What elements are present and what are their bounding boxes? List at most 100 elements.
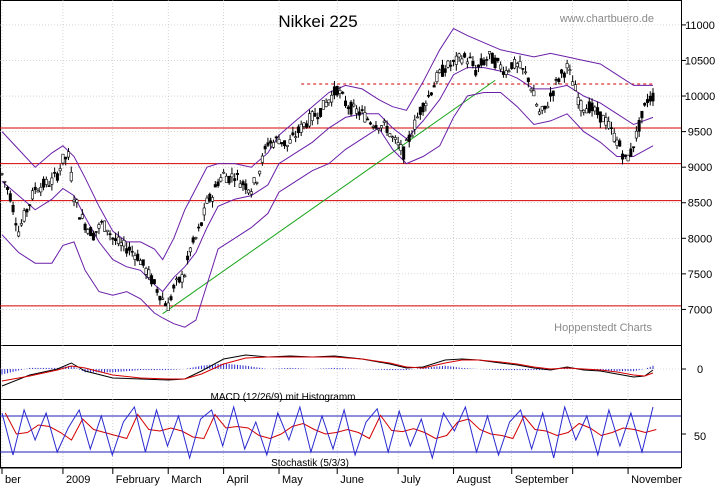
- candle-body: [612, 132, 616, 142]
- candle-body: [108, 233, 112, 236]
- candle-body: [651, 92, 655, 102]
- candle-body: [571, 81, 575, 86]
- candle-body: [125, 248, 129, 254]
- y-tick-label: 9000: [688, 162, 712, 174]
- candle-body: [435, 72, 439, 83]
- candle-body: [219, 177, 223, 182]
- candle-body: [139, 260, 143, 265]
- candle-body: [211, 197, 215, 202]
- candle-body: [568, 69, 572, 72]
- candle-body: [391, 136, 395, 139]
- candle-body: [227, 176, 231, 184]
- candle-body: [133, 255, 137, 260]
- candle-body: [299, 123, 303, 133]
- candle-body: [25, 208, 29, 213]
- candle-body: [402, 146, 406, 160]
- candle-body: [72, 199, 76, 203]
- candle-body: [180, 274, 184, 283]
- candle-body: [224, 175, 228, 183]
- candle-body: [327, 99, 331, 104]
- candle-body: [427, 95, 431, 97]
- candle-body: [263, 145, 267, 150]
- candle-body: [30, 190, 34, 200]
- macd-label: MACD (12/26/9) mit Histogramm: [210, 392, 355, 403]
- candle-body: [488, 51, 492, 55]
- candle-body: [3, 181, 7, 183]
- candle-body: [554, 79, 558, 81]
- candle-body: [324, 102, 328, 107]
- candle-body: [147, 269, 151, 278]
- candle-body: [507, 70, 511, 73]
- candle-body: [404, 139, 408, 141]
- candle-body: [629, 148, 633, 157]
- candle-body: [102, 220, 106, 232]
- candle-body: [208, 193, 212, 202]
- provider-watermark: Hoppenstedt Charts: [554, 322, 652, 334]
- candle-body: [186, 255, 190, 261]
- candle-body: [418, 106, 422, 115]
- candle-body: [524, 71, 528, 74]
- candle-body: [116, 236, 120, 244]
- candle-body: [172, 284, 176, 289]
- candle-body: [540, 106, 544, 111]
- uptrend-line: [162, 79, 496, 315]
- candle-body: [255, 182, 259, 184]
- candle-body: [380, 125, 384, 129]
- candle-body: [310, 111, 314, 121]
- candle-body: [94, 231, 98, 233]
- candle-body: [496, 57, 500, 62]
- candle-body: [233, 178, 237, 181]
- candle-body: [501, 71, 505, 75]
- candle-body: [366, 118, 370, 121]
- candle-body: [499, 64, 503, 70]
- candle-body: [58, 168, 62, 172]
- candle-body: [590, 102, 594, 112]
- candle-body: [39, 186, 43, 193]
- candle-body: [100, 220, 104, 223]
- candle-body: [291, 132, 295, 136]
- stochastic-k-line: [1, 405, 654, 460]
- candle-body: [144, 267, 148, 275]
- candle-body: [244, 183, 248, 190]
- candle-body: [576, 97, 580, 106]
- candle-body: [443, 68, 447, 73]
- candle-body: [277, 139, 281, 145]
- x-tick-label: February: [116, 474, 161, 486]
- price-panel-frame: [0, 0, 682, 346]
- candle-body: [410, 134, 414, 138]
- candle-body: [316, 117, 320, 120]
- candle-body: [14, 223, 18, 226]
- candle-body: [194, 237, 198, 239]
- candle-body: [593, 106, 597, 112]
- candle-body: [127, 246, 131, 251]
- candle-body: [183, 275, 187, 278]
- candle-body: [332, 86, 336, 96]
- macd-layer: [0, 354, 681, 387]
- candle-body: [136, 253, 140, 261]
- candle-body: [285, 144, 289, 147]
- candle-body: [452, 59, 456, 62]
- candle-body: [241, 181, 245, 186]
- macd-signal-line: [1, 356, 654, 382]
- bollinger-upper-band: [1, 27, 653, 261]
- candle-body: [61, 153, 65, 164]
- candle-body: [407, 134, 411, 142]
- candle-body: [449, 64, 453, 67]
- candle-body: [604, 117, 608, 126]
- candle-body: [535, 104, 539, 107]
- candle-body: [504, 70, 508, 75]
- candle-body: [587, 101, 591, 113]
- candle-body: [396, 142, 400, 146]
- candle-body: [618, 140, 622, 147]
- candle-body: [216, 181, 220, 187]
- candle-body: [294, 136, 298, 138]
- candle-body: [50, 177, 54, 185]
- x-tick-label: August: [457, 474, 491, 486]
- candle-body: [247, 189, 251, 194]
- candle-body: [283, 140, 287, 147]
- candle-body: [490, 52, 494, 64]
- candle-body: [42, 178, 46, 188]
- x-tick-label: July: [401, 474, 421, 486]
- candle-body: [648, 95, 652, 102]
- y-tick-label: 11000: [685, 20, 715, 32]
